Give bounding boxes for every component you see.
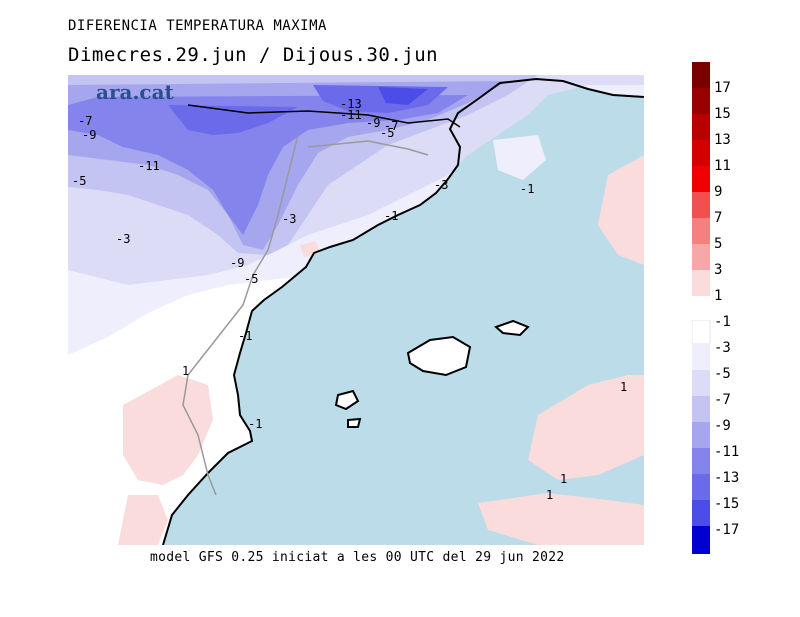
- contour-label: -1: [238, 329, 252, 343]
- contour-label: -5: [380, 126, 394, 140]
- legend-label: 9: [714, 184, 723, 200]
- contour-label: 1: [620, 380, 627, 394]
- map-subtitle: Dimecres.29.jun / Dijous.30.jun: [68, 44, 439, 66]
- warm-patch-corner: [598, 155, 644, 265]
- coastline: [162, 77, 644, 545]
- warm-legend: 17 15 13 11 9 7 5 3 1: [692, 62, 731, 304]
- region-border-2: [307, 140, 429, 156]
- legend-label: 5: [714, 236, 723, 252]
- legend-label: 3: [714, 262, 723, 278]
- warm-patch-southwest: [123, 375, 213, 485]
- legend-label: 15: [714, 106, 731, 122]
- cold-legend-bar: [691, 319, 711, 554]
- legend-label: -11: [714, 444, 740, 460]
- contour-label: 1: [182, 364, 189, 378]
- contour-label: -1: [248, 417, 262, 431]
- cold-band-13: [378, 87, 428, 105]
- legend-label: 17: [714, 80, 731, 96]
- island-ibiza: [334, 389, 360, 411]
- contour-label: -1: [520, 182, 534, 196]
- legend-label: -7: [714, 392, 731, 408]
- ara-cat-logo: ara.cat: [96, 80, 175, 104]
- legend-label: 11: [714, 158, 731, 174]
- legend-label: -9: [714, 418, 731, 434]
- contour-label: -9: [82, 128, 96, 142]
- contour-label: -7: [78, 114, 92, 128]
- contour-label: -3: [282, 212, 296, 226]
- cold-legend: -1 -3 -5 -7 -9 -11 -13 -15 -17: [691, 314, 739, 560]
- legend-label: -1: [714, 314, 731, 330]
- contour-label: 1: [560, 472, 567, 486]
- country-border: [187, 104, 461, 128]
- contour-label: -13: [340, 97, 362, 111]
- legend-label: -5: [714, 366, 731, 382]
- legend-label: 1: [714, 288, 723, 304]
- region-border: [182, 134, 299, 496]
- contour-label: -5: [72, 174, 86, 188]
- island-sea-blob: [493, 135, 546, 180]
- contour-label: -11: [138, 159, 160, 173]
- legend-label: -15: [714, 496, 740, 512]
- warm-patch-southeast-sea: [478, 493, 644, 545]
- contour-label: -7: [384, 119, 398, 133]
- legend-label: -17: [714, 522, 740, 538]
- island-formentera: [347, 417, 362, 428]
- contour-label: -9: [366, 116, 380, 130]
- contour-label: 1: [546, 488, 553, 502]
- contour-label: -3: [116, 232, 130, 246]
- temperature-difference-map: -13 -11 -9 -7 -5 -7 -9 -11 -5 -3 -3 -1 -…: [68, 75, 644, 545]
- legend-label: -13: [714, 470, 740, 486]
- model-run-footer: model GFS 0.25 iniciat a les 00 UTC del …: [150, 550, 565, 565]
- warm-patch-east-sea: [528, 375, 644, 480]
- contour-label: -3: [434, 178, 448, 192]
- legend-label: 7: [714, 210, 723, 226]
- warm-legend-bar: [692, 62, 710, 296]
- contour-label: -5: [244, 272, 258, 286]
- map-title: DIFERENCIA TEMPERATURA MAXIMA: [68, 18, 327, 34]
- cold-band-9: [68, 95, 468, 235]
- warm-patch-south: [118, 495, 168, 545]
- contour-label: -1: [384, 209, 398, 223]
- contour-label: -11: [340, 108, 362, 122]
- legend-label: -3: [714, 340, 731, 356]
- contour-label: -9: [230, 256, 244, 270]
- island-mallorca: [406, 335, 472, 377]
- legend-label: 13: [714, 132, 731, 148]
- island-menorca: [494, 319, 530, 337]
